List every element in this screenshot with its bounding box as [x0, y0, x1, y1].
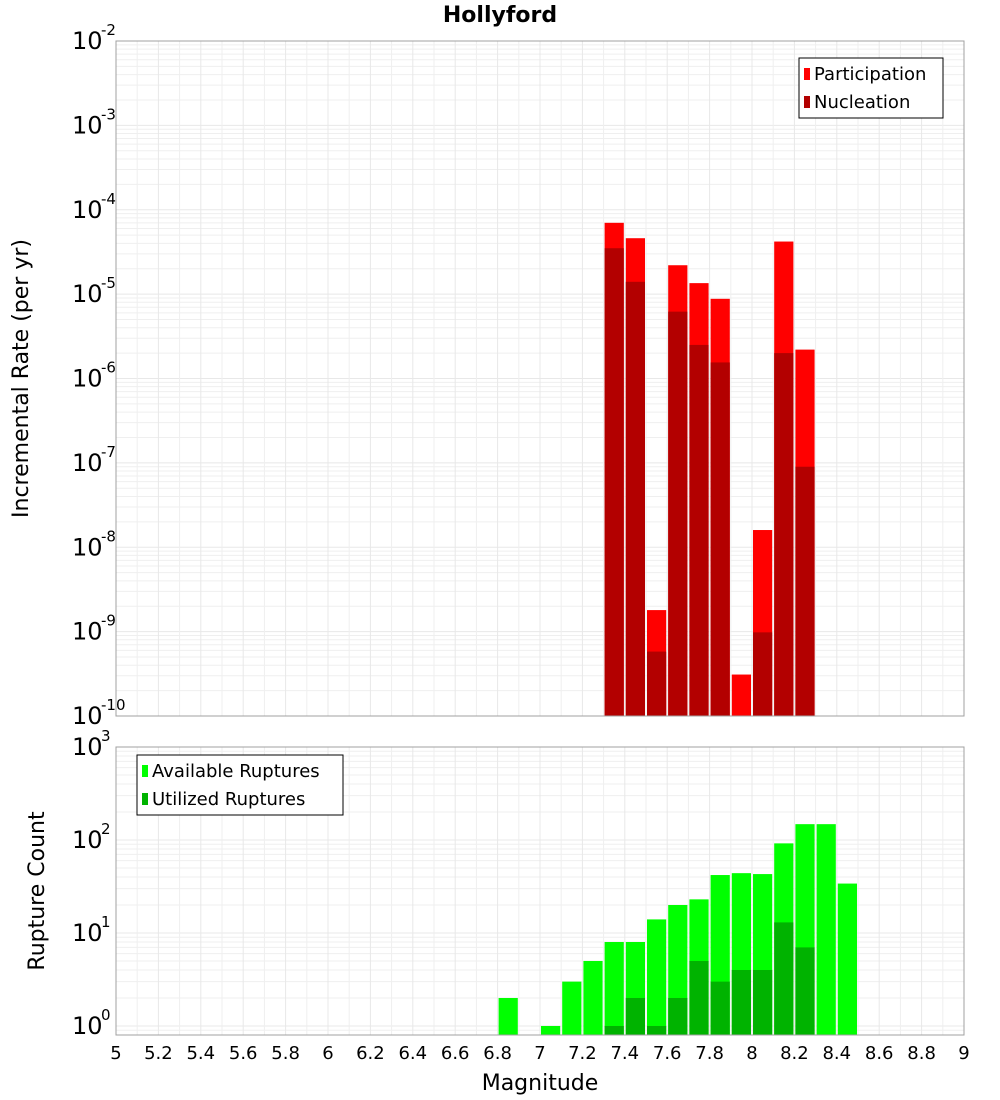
- x-tick-label: 5.8: [271, 1043, 300, 1064]
- y-tick-label-exponent: -10: [101, 696, 126, 714]
- x-tick-label: 6.2: [356, 1043, 385, 1064]
- x-tick-label: 5.6: [229, 1043, 258, 1064]
- y-tick-label-exponent: -2: [101, 21, 116, 39]
- legend-swatch: [804, 96, 810, 108]
- available-ruptures-bar: [541, 1025, 561, 1035]
- y-tick-label-exponent: -6: [101, 359, 116, 377]
- legend-swatch: [804, 68, 810, 80]
- legend-label: Available Ruptures: [152, 761, 320, 782]
- y-tick-label-exponent: -8: [101, 527, 116, 545]
- y-tick-label-base: 10: [72, 533, 103, 561]
- y-tick-label-base: 10: [72, 27, 103, 55]
- nucleation-bar: [668, 311, 688, 716]
- x-tick-label: 6.8: [483, 1043, 512, 1064]
- utilized-ruptures-bar: [774, 922, 794, 1035]
- plot-frame: [115, 746, 965, 1036]
- available-ruptures-bar: [647, 919, 667, 1035]
- y-tick-label-base: 10: [72, 618, 103, 646]
- y-tick-label-exponent: 0: [101, 1006, 111, 1024]
- available-ruptures-bar: [562, 981, 582, 1035]
- y-axis-label: Incremental Rate (per yr): [9, 239, 34, 518]
- x-tick-label: 9: [958, 1043, 969, 1064]
- available-ruptures-bar: [583, 960, 603, 1035]
- nucleation-bar: [710, 362, 730, 716]
- x-tick-label: 6.4: [398, 1043, 427, 1064]
- x-axis-label: Magnitude: [482, 1071, 599, 1096]
- utilized-ruptures-bar: [668, 997, 688, 1035]
- legend-label: Participation: [814, 64, 926, 85]
- legend-box: [798, 57, 944, 119]
- x-tick-label: 7.8: [695, 1043, 724, 1064]
- utilized-ruptures-bar: [647, 1025, 667, 1035]
- y-tick-label-exponent: -3: [101, 105, 116, 123]
- y-tick-label-base: 10: [72, 111, 103, 139]
- y-tick-label-base: 10: [72, 1012, 103, 1040]
- plot-frame: [115, 40, 965, 717]
- x-tick-label: 6: [322, 1043, 333, 1064]
- utilized-ruptures-bar: [689, 960, 709, 1035]
- x-tick-label: 7.6: [653, 1043, 682, 1064]
- y-tick-label-exponent: -7: [101, 443, 116, 461]
- utilized-ruptures-bar: [731, 969, 751, 1035]
- x-tick-label: 7.4: [610, 1043, 639, 1064]
- y-tick-label-exponent: -5: [101, 274, 116, 292]
- y-tick-label-base: 10: [72, 826, 103, 854]
- participation-bar: [731, 674, 751, 716]
- y-tick-label-base: 10: [72, 702, 103, 730]
- y-tick-label-exponent: 3: [101, 727, 111, 745]
- x-tick-label: 6.6: [441, 1043, 470, 1064]
- nucleation-bar: [753, 632, 773, 716]
- y-tick-label-base: 10: [72, 196, 103, 224]
- legend-swatch: [142, 793, 148, 805]
- utilized-ruptures-bar: [795, 947, 815, 1035]
- x-tick-label: 5.4: [186, 1043, 215, 1064]
- y-tick-label-base: 10: [72, 365, 103, 393]
- rate-panel: 10-1010-910-810-710-610-510-410-310-2Inc…: [9, 3, 965, 730]
- nucleation-bar: [625, 281, 645, 716]
- y-axis-label: Rupture Count: [25, 811, 50, 971]
- x-tick-label: 8: [746, 1043, 757, 1064]
- nucleation-bar: [604, 248, 624, 717]
- nucleation-bar: [689, 344, 709, 716]
- y-tick-label-exponent: -9: [101, 612, 116, 630]
- x-tick-label: 8.6: [865, 1043, 894, 1064]
- utilized-ruptures-bar: [625, 997, 645, 1035]
- x-tick-label: 8.2: [780, 1043, 809, 1064]
- nucleation-bar: [774, 353, 794, 716]
- x-tick-label: 5.2: [144, 1043, 173, 1064]
- y-tick-label-exponent: 1: [101, 913, 111, 931]
- nucleation-bar: [647, 651, 667, 716]
- legend-swatch: [142, 765, 148, 777]
- legend-label: Nucleation: [814, 92, 910, 113]
- y-tick-label-base: 10: [72, 449, 103, 477]
- available-ruptures-bar: [498, 997, 518, 1035]
- utilized-ruptures-bar: [710, 981, 730, 1035]
- x-tick-label: 7: [534, 1043, 545, 1064]
- available-ruptures-bar: [816, 824, 836, 1035]
- y-tick-label-base: 10: [72, 733, 103, 761]
- x-tick-label: 8.4: [822, 1043, 851, 1064]
- chart-title: Hollyford: [443, 3, 557, 28]
- y-tick-label-base: 10: [72, 919, 103, 947]
- x-tick-label: 7.2: [568, 1043, 597, 1064]
- nucleation-bar: [795, 466, 815, 716]
- utilized-ruptures-bar: [753, 969, 773, 1035]
- y-tick-label-exponent: -4: [101, 190, 116, 208]
- legend-box: [136, 754, 344, 816]
- utilized-ruptures-bar: [604, 1025, 624, 1035]
- y-tick-label-exponent: 2: [101, 820, 111, 838]
- available-ruptures-bar: [604, 942, 624, 1035]
- x-tick-label: 8.8: [907, 1043, 936, 1064]
- x-tick-label: 5: [110, 1043, 121, 1064]
- available-ruptures-bar: [837, 883, 857, 1035]
- legend-label: Utilized Ruptures: [152, 789, 305, 810]
- y-tick-label-base: 10: [72, 280, 103, 308]
